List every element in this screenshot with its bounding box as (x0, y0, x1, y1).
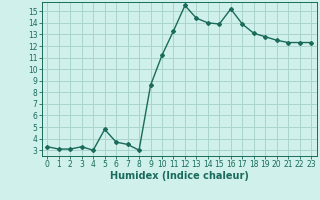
X-axis label: Humidex (Indice chaleur): Humidex (Indice chaleur) (110, 171, 249, 181)
